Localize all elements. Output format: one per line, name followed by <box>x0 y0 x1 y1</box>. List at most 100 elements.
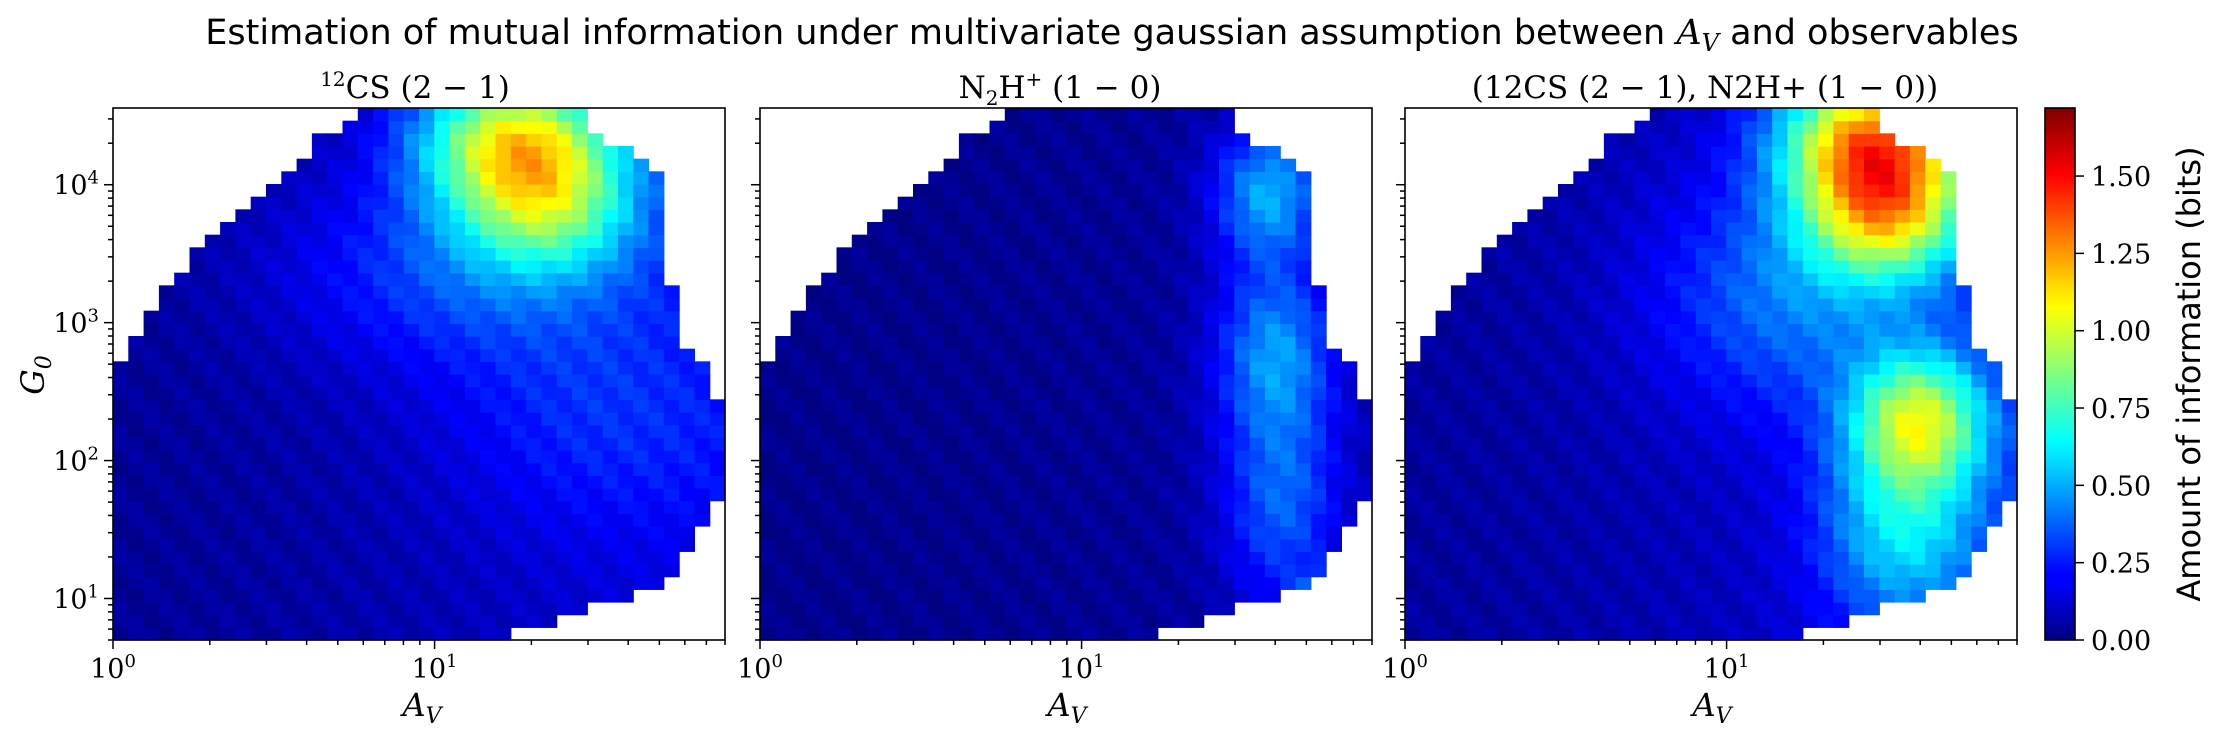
heatmap-cell <box>556 348 573 362</box>
heatmap-cell <box>1142 538 1159 552</box>
heatmap-cell <box>311 310 328 324</box>
heatmap-cell <box>1481 475 1498 489</box>
heatmap-cell <box>464 348 481 362</box>
heatmap-cell <box>403 538 420 552</box>
heatmap-cell <box>235 614 252 628</box>
heatmap-cell <box>1173 285 1189 299</box>
heatmap-cell <box>1435 602 1452 616</box>
heatmap-cell <box>1634 526 1651 540</box>
heatmap-cell <box>882 475 899 489</box>
heatmap-cell <box>449 513 466 527</box>
heatmap-cell <box>1802 488 1819 502</box>
heatmap-cell <box>403 272 420 286</box>
heatmap-cell <box>235 386 252 400</box>
heatmap-cell <box>587 386 604 400</box>
heatmap-cell <box>296 158 313 172</box>
heatmap-cell <box>1955 374 1972 388</box>
heatmap-cell <box>1081 361 1098 375</box>
heatmap-cell <box>1833 272 1850 286</box>
heatmap-cell <box>1466 412 1483 426</box>
heatmap-cell <box>1512 374 1528 388</box>
heatmap-cell <box>449 260 466 274</box>
heatmap-cell <box>989 285 1006 299</box>
heatmap-cell <box>1634 133 1651 147</box>
heatmap-cell <box>357 108 374 122</box>
heatmap-cell <box>1726 348 1743 362</box>
heatmap-cell <box>1603 564 1620 578</box>
heatmap-cell <box>327 323 344 337</box>
heatmap-cell <box>1726 133 1743 147</box>
heatmap-cell <box>235 222 252 236</box>
heatmap-cell <box>1219 576 1235 590</box>
heatmap-cell <box>617 336 634 350</box>
heatmap-cell <box>790 462 807 476</box>
heatmap-cell <box>1634 627 1651 641</box>
heatmap-cell <box>434 184 451 198</box>
heatmap-cell <box>633 538 650 552</box>
heatmap-cell <box>1066 196 1082 210</box>
heatmap-cell <box>1802 576 1819 590</box>
heatmap-cell <box>974 450 991 464</box>
heatmap-cell <box>1004 513 1021 527</box>
heatmap-cell <box>388 627 405 641</box>
heatmap-cell <box>327 209 344 223</box>
heatmap-cell <box>113 437 129 451</box>
heatmap-cell <box>1879 399 1896 413</box>
heatmap-cell <box>1111 260 1128 274</box>
heatmap-cell <box>1035 538 1052 552</box>
heatmap-cell <box>1450 336 1467 350</box>
heatmap-cell <box>1219 146 1235 160</box>
heatmap-cell <box>928 437 945 451</box>
heatmap-cell <box>189 247 206 261</box>
heatmap-cell <box>633 298 650 312</box>
x-axis-label-3-sub: V <box>1716 704 1734 729</box>
heatmap-cell <box>1787 437 1804 451</box>
heatmap-cell <box>235 234 252 248</box>
heatmap-cell <box>617 184 634 198</box>
heatmap-cell <box>989 374 1006 388</box>
heatmap-cell <box>897 361 914 375</box>
heatmap-cell <box>989 158 1006 172</box>
heatmap-cell <box>709 424 726 438</box>
heatmap-cell <box>388 488 405 502</box>
heatmap-cell <box>526 184 542 198</box>
heatmap-cell <box>556 551 573 565</box>
heatmap-cell <box>1512 336 1528 350</box>
heatmap-cell <box>1035 488 1052 502</box>
heatmap-cell <box>1466 450 1483 464</box>
heatmap-cell <box>1726 538 1743 552</box>
heatmap-cell <box>1188 602 1205 616</box>
heatmap-cell <box>1466 551 1483 565</box>
heatmap-cell <box>204 589 221 603</box>
heatmap-cell <box>1909 247 1926 261</box>
heatmap-cell <box>174 576 191 590</box>
heatmap-cell <box>1066 348 1082 362</box>
heatmap-cell <box>1711 361 1727 375</box>
heatmap-cell <box>1096 374 1113 388</box>
panel-2-title-sup: + <box>1025 67 1042 91</box>
heatmap-cell <box>1634 348 1651 362</box>
heatmap-cell <box>1680 488 1697 502</box>
heatmap-cell <box>1802 184 1819 198</box>
heatmap-cell <box>1004 272 1021 286</box>
heatmap-cell <box>1096 526 1113 540</box>
heatmap-cell <box>1695 196 1712 210</box>
heatmap-cell <box>1264 310 1281 324</box>
heatmap-cell <box>617 475 634 489</box>
heatmap-cell <box>1603 589 1620 603</box>
heatmap-cell <box>266 488 282 502</box>
heatmap-cell <box>1833 538 1850 552</box>
heatmap-cell <box>449 247 466 261</box>
heatmap-cell <box>1848 538 1865 552</box>
heatmap-cell <box>1833 475 1850 489</box>
heatmap-cell <box>1111 450 1128 464</box>
heatmap-cell <box>943 488 960 502</box>
heatmap-cell <box>1833 424 1850 438</box>
heatmap-cell <box>250 272 267 286</box>
heatmap-cell <box>357 614 374 628</box>
heatmap-cell <box>526 171 542 185</box>
heatmap-cell <box>694 450 711 464</box>
heatmap-cell <box>790 348 807 362</box>
heatmap-cell <box>189 424 206 438</box>
heatmap-cell <box>266 538 282 552</box>
